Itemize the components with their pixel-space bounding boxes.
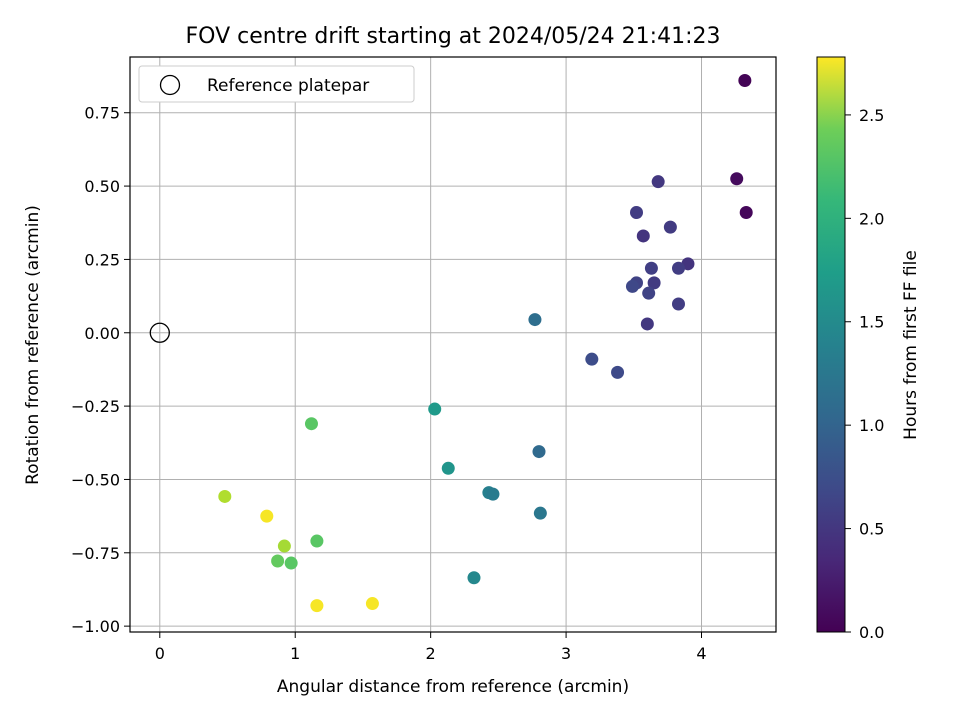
data-point [640, 317, 654, 331]
data-point [310, 599, 324, 613]
x-tick-label: 0 [155, 644, 165, 663]
data-point [611, 365, 625, 379]
data-point [671, 297, 685, 311]
colorbar-ticks: 0.0 0.5 1.0 1.5 2.0 2.5 [845, 106, 884, 642]
data-point [585, 352, 599, 366]
legend-label: Reference platepar [207, 76, 369, 96]
data-point [730, 172, 744, 186]
data-point [533, 506, 547, 520]
x-axis-ticks: 0 1 2 3 4 [155, 632, 707, 663]
data-point [277, 539, 291, 553]
data-point [647, 276, 661, 290]
x-tick-label: 1 [290, 644, 300, 663]
y-tick-label: −0.75 [71, 544, 120, 563]
y-axis-label: Rotation from reference (arcmin) [23, 205, 43, 485]
colorbar-gradient [816, 56, 846, 633]
data-point [310, 534, 324, 548]
x-tick-label: 2 [426, 644, 436, 663]
legend: Reference platepar [138, 65, 415, 103]
y-tick-label: 0.50 [84, 177, 120, 196]
data-point [739, 205, 753, 219]
data-point [738, 73, 752, 87]
data-point [671, 261, 685, 275]
data-point [651, 175, 665, 189]
data-point [636, 229, 650, 243]
y-tick-label: 0.00 [84, 324, 120, 343]
y-tick-label: −0.50 [71, 470, 120, 489]
grid [130, 57, 776, 632]
colorbar-tick-label: 1.0 [859, 416, 884, 435]
colorbar-tick-label: 1.5 [859, 313, 884, 332]
data-point [304, 417, 318, 431]
x-tick-label: 4 [696, 644, 706, 663]
data-point [260, 509, 274, 523]
data-point [441, 461, 455, 475]
x-tick-label: 3 [561, 644, 571, 663]
y-axis-ticks: −1.00 −0.75 −0.50 −0.25 0.00 0.25 0.50 0.75 [71, 104, 130, 636]
x-axis-label: Angular distance from reference (arcmin) [277, 677, 629, 697]
data-point [428, 402, 442, 416]
colorbar-tick-label: 2.5 [859, 106, 884, 125]
data-point [642, 286, 656, 300]
data-point [663, 220, 677, 234]
y-tick-label: −0.25 [71, 397, 120, 416]
data-point [532, 445, 546, 459]
data-point [271, 554, 285, 568]
y-tick-label: 0.25 [84, 250, 120, 269]
data-point [486, 487, 500, 501]
data-point [467, 571, 481, 585]
y-tick-label: −1.00 [71, 617, 120, 636]
data-point [218, 489, 232, 503]
data-point [284, 556, 298, 570]
data-point [625, 279, 639, 293]
data-point [365, 597, 379, 611]
colorbar-label: Hours from first FF file [901, 250, 921, 440]
chart-title: FOV centre drift starting at 2024/05/24 … [186, 24, 721, 49]
data-point [630, 205, 644, 219]
reference-platepar-marker [149, 322, 170, 343]
colorbar-tick-label: 0.5 [859, 520, 884, 539]
data-point [528, 313, 542, 327]
y-tick-label: 0.75 [84, 104, 120, 123]
colorbar-tick-label: 0.0 [859, 623, 884, 642]
colorbar-tick-label: 2.0 [859, 209, 884, 228]
legend-marker-icon [159, 74, 181, 96]
data-points [149, 73, 753, 613]
plot-frame [129, 56, 777, 633]
data-point [644, 261, 658, 275]
legend-box [138, 65, 415, 103]
colorbar: 0.0 0.5 1.0 1.5 2.0 2.5 Hours from first FF f… [816, 56, 921, 642]
